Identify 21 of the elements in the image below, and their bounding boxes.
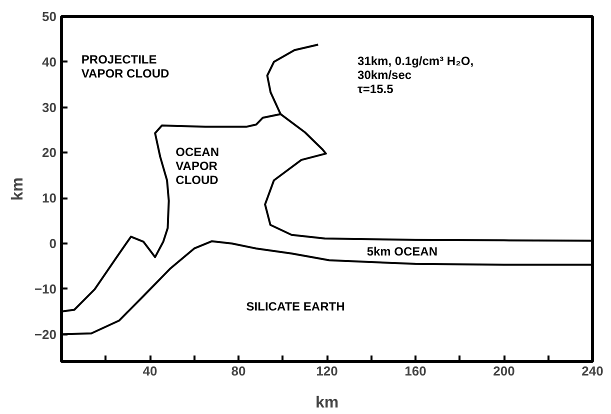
annotation: OCEAN VAPOR CLOUD — [176, 144, 220, 187]
annotation: 5km OCEAN — [366, 244, 438, 258]
y-axis-title: km — [9, 177, 26, 201]
x-tick-label: 160 — [404, 364, 426, 378]
x-tick-label: 120 — [316, 364, 338, 378]
y-tick-label: 20 — [42, 145, 57, 160]
x-tick-label: 40 — [142, 364, 158, 378]
annotation: 31km, 0.1g/cm³ H₂O, 30km/sec τ=15.5 — [358, 54, 474, 96]
x-tick-label: 240 — [582, 364, 604, 378]
y-tick-label: 50 — [42, 9, 57, 24]
y-tick-label: −10 — [34, 281, 57, 296]
y-tick-label: 0 — [49, 236, 57, 251]
x-tick-label: 80 — [231, 364, 246, 378]
annotation: PROJECTILE VAPOR CLOUD — [81, 52, 170, 81]
y-tick-label: 40 — [42, 54, 57, 70]
x-tick-label: 200 — [493, 364, 515, 378]
y-tick-label: −20 — [34, 326, 57, 342]
y-tick-label: 30 — [42, 100, 57, 115]
y-tick-label: 10 — [42, 190, 57, 206]
x-axis-title: km — [315, 394, 339, 412]
annotation: SILICATE EARTH — [246, 300, 345, 314]
